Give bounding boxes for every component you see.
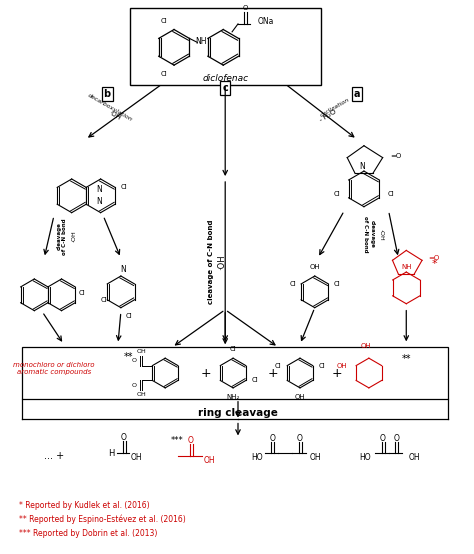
Text: *: * bbox=[432, 259, 438, 269]
Text: Cl: Cl bbox=[333, 281, 340, 287]
Text: +: + bbox=[267, 367, 278, 379]
Text: ONa: ONa bbox=[258, 17, 274, 27]
Text: cleavage
of C-N bond: cleavage of C-N bond bbox=[56, 218, 67, 255]
Text: OH: OH bbox=[137, 392, 146, 397]
Text: O: O bbox=[121, 433, 127, 442]
Text: NH: NH bbox=[401, 264, 411, 270]
Text: Cl: Cl bbox=[252, 377, 259, 383]
Text: **: ** bbox=[124, 352, 134, 362]
Text: O: O bbox=[242, 5, 247, 11]
Text: O: O bbox=[270, 434, 275, 443]
Text: cleavage
of C-N bond: cleavage of C-N bond bbox=[364, 216, 374, 253]
Text: b: b bbox=[103, 89, 111, 99]
Text: =O: =O bbox=[391, 153, 402, 158]
Text: - H₂O: - H₂O bbox=[318, 109, 337, 123]
Text: cyclization: cyclization bbox=[319, 98, 350, 118]
Text: O: O bbox=[380, 434, 385, 443]
Text: ·OH: ·OH bbox=[71, 230, 76, 242]
Text: OH: OH bbox=[361, 343, 371, 350]
Text: N: N bbox=[96, 197, 101, 206]
Text: OH: OH bbox=[204, 455, 215, 465]
Text: Cl: Cl bbox=[126, 312, 132, 319]
Text: N: N bbox=[96, 186, 101, 194]
Text: NH: NH bbox=[195, 38, 206, 47]
Text: OH: OH bbox=[295, 394, 305, 400]
Text: NH₂: NH₂ bbox=[227, 394, 240, 400]
Text: ... +: ... + bbox=[44, 451, 64, 461]
Text: OH: OH bbox=[408, 453, 420, 461]
Text: Cl: Cl bbox=[230, 346, 237, 352]
Text: ·OH: ·OH bbox=[108, 110, 122, 121]
Text: Cl: Cl bbox=[100, 297, 107, 303]
Text: ring cleavage: ring cleavage bbox=[198, 408, 278, 418]
Text: O: O bbox=[132, 383, 137, 388]
Text: Cl: Cl bbox=[319, 363, 326, 368]
Text: =O: =O bbox=[428, 255, 439, 261]
Text: diclofenac: diclofenac bbox=[202, 74, 248, 83]
Text: Cl: Cl bbox=[274, 363, 281, 368]
Text: monochloro or dichloro
aromatic compounds: monochloro or dichloro aromatic compound… bbox=[13, 362, 95, 375]
Text: OH: OH bbox=[337, 363, 347, 368]
Text: ·OH: ·OH bbox=[217, 254, 226, 270]
Text: O: O bbox=[297, 434, 303, 443]
Text: *** Reported by Dobrin et al. (2013): *** Reported by Dobrin et al. (2013) bbox=[18, 529, 157, 538]
Text: HO: HO bbox=[251, 453, 263, 461]
Text: +: + bbox=[200, 367, 211, 379]
Text: +: + bbox=[332, 367, 343, 379]
Text: OH: OH bbox=[310, 453, 321, 461]
Text: a: a bbox=[354, 89, 360, 99]
FancyBboxPatch shape bbox=[130, 8, 321, 85]
Text: ·OH: ·OH bbox=[378, 229, 383, 240]
Text: HO: HO bbox=[359, 453, 371, 461]
Bar bbox=[22, 347, 447, 399]
Text: decarboxylation: decarboxylation bbox=[87, 93, 133, 122]
Text: * Reported by Kudlek et al. (2016): * Reported by Kudlek et al. (2016) bbox=[18, 501, 149, 510]
Text: O: O bbox=[393, 434, 400, 443]
Text: ** Reported by Espino-Estévez et al. (2016): ** Reported by Espino-Estévez et al. (20… bbox=[18, 515, 185, 524]
Text: Cl: Cl bbox=[387, 191, 394, 197]
Text: Cl: Cl bbox=[121, 184, 128, 191]
Text: cleavage of C-N bond: cleavage of C-N bond bbox=[209, 220, 214, 304]
Text: OH: OH bbox=[131, 453, 143, 461]
Text: O: O bbox=[132, 358, 137, 363]
Text: Cl: Cl bbox=[79, 290, 85, 296]
Text: Cl: Cl bbox=[289, 281, 296, 287]
Text: Cl: Cl bbox=[161, 18, 168, 24]
Text: **: ** bbox=[401, 354, 411, 364]
Text: Cl: Cl bbox=[334, 191, 341, 197]
Text: c: c bbox=[222, 83, 228, 93]
Text: N: N bbox=[359, 162, 365, 171]
Text: O: O bbox=[188, 436, 194, 445]
Text: N: N bbox=[120, 265, 126, 274]
Text: OH: OH bbox=[137, 349, 146, 354]
Text: ***: *** bbox=[171, 436, 183, 445]
Text: Cl: Cl bbox=[161, 71, 168, 77]
Text: H: H bbox=[108, 449, 114, 458]
Text: OH: OH bbox=[310, 264, 320, 269]
